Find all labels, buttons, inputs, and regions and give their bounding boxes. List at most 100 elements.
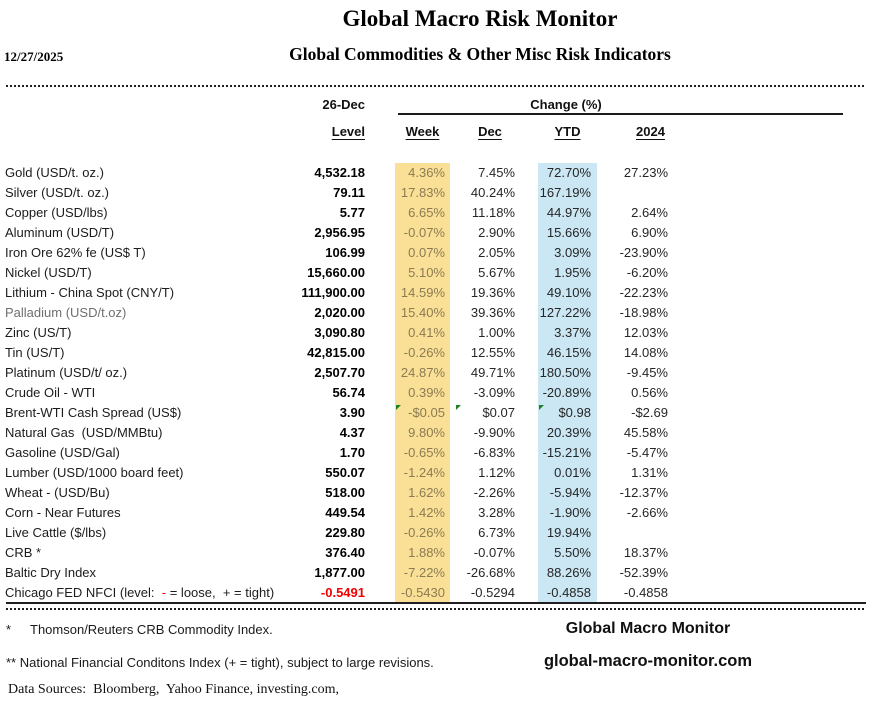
footnote-crb-text: Thomson/Reuters CRB Commodity Index. bbox=[30, 622, 273, 637]
report-title: Global Macro Risk Monitor bbox=[342, 6, 618, 31]
column-group-level-date: 26-Dec bbox=[322, 97, 365, 112]
year-2024-change bbox=[600, 183, 673, 203]
level-value: 1,877.00 bbox=[314, 565, 365, 580]
week-change: 0.39% bbox=[395, 383, 450, 403]
week-change: -0.26% bbox=[395, 523, 450, 543]
table-row: Natural Gas (USD/MMBtu) 4.37 9.80% -9.90% 20… bbox=[0, 423, 872, 443]
ytd-change: 19.94% bbox=[538, 523, 597, 543]
report-subtitle: Global Commodities & Other Misc Risk Ind… bbox=[289, 44, 671, 64]
week-change: 0.07% bbox=[395, 243, 450, 263]
ytd-change: -15.21% bbox=[538, 443, 597, 463]
dec-change: 49.71% bbox=[470, 365, 515, 380]
level-value: 1.70 bbox=[339, 445, 365, 460]
week-change: -0.07% bbox=[395, 223, 450, 243]
row-label: Palladium (USD/t.oz) bbox=[5, 305, 127, 320]
level-value: 42,815.00 bbox=[307, 345, 365, 360]
row-label-part: Chicago FED NFCI (level: bbox=[5, 585, 162, 600]
year-2024-change: 1.31% bbox=[631, 465, 668, 480]
row-label: Nickel (USD/T) bbox=[5, 265, 92, 280]
row-label: CRB * bbox=[5, 545, 42, 560]
week-change: 9.80% bbox=[395, 423, 450, 443]
dec-change: 11.18% bbox=[471, 205, 515, 220]
week-change: 15.40% bbox=[395, 303, 450, 323]
level-value: 111,900.00 bbox=[301, 285, 365, 300]
row-label: Aluminum (USD/T) bbox=[5, 225, 115, 240]
year-2024-change bbox=[600, 523, 673, 543]
cell-corner-flag-icon bbox=[396, 405, 401, 410]
table-row: Tin (US/T) 42,815.00 -0.26% 12.55% 46.15% 14.… bbox=[0, 343, 872, 363]
table-row: Gasoline (USD/Gal) 1.70 -0.65% -6.83% -15.21… bbox=[0, 443, 872, 463]
level-value: 4,532.18 bbox=[314, 165, 365, 180]
week-change: 14.59% bbox=[395, 283, 450, 303]
table-row: Live Cattle ($/lbs) 229.80 -0.26% 6.73% 19.9… bbox=[0, 523, 872, 543]
column-header-dec: Dec bbox=[478, 124, 502, 139]
dec-change: -9.90% bbox=[473, 425, 515, 440]
week-change: 17.83% bbox=[395, 183, 450, 203]
level-value: -0.5491 bbox=[320, 585, 365, 600]
week-change: -0.5430 bbox=[395, 583, 450, 603]
week-change: 1.88% bbox=[395, 543, 450, 563]
week-change: -1.24% bbox=[395, 463, 450, 483]
year-2024-change: -23.90% bbox=[619, 245, 668, 260]
ytd-change: 3.37% bbox=[538, 323, 597, 343]
bottom-divider-solid bbox=[6, 602, 866, 604]
level-value: 5.77 bbox=[339, 205, 365, 220]
ytd-change: $0.98 bbox=[538, 403, 597, 423]
row-label: Silver (USD/t. oz.) bbox=[5, 185, 110, 200]
row-label: Iron Ore 62% fe (US$ T) bbox=[5, 245, 146, 260]
year-2024-change: -12.37% bbox=[619, 485, 668, 500]
cell-corner-flag-icon bbox=[539, 405, 544, 410]
year-2024-change: 45.58% bbox=[623, 425, 668, 440]
year-2024-change: -0.4858 bbox=[623, 585, 668, 600]
row-label: Copper (USD/lbs) bbox=[5, 205, 108, 220]
level-value: 3,090.80 bbox=[314, 325, 365, 340]
ytd-change: -1.90% bbox=[538, 503, 597, 523]
row-label: Gasoline (USD/Gal) bbox=[5, 445, 120, 460]
table-row: Lumber (USD/1000 board feet) 550.07 -1.24%… bbox=[0, 463, 872, 483]
row-label: Natural Gas (USD/MMBtu) bbox=[5, 425, 163, 440]
ytd-change: 49.10% bbox=[538, 283, 597, 303]
ytd-change: 180.50% bbox=[538, 363, 597, 383]
website-url: global-macro-monitor.com bbox=[543, 652, 753, 670]
dec-change: 5.67% bbox=[478, 265, 515, 280]
table-row: Silver (USD/t. oz.) 79.11 17.83% 40.24% 167.… bbox=[0, 183, 872, 203]
week-change: 1.42% bbox=[395, 503, 450, 523]
footnote-crb-marker: * bbox=[6, 622, 12, 637]
year-2024-change: 18.37% bbox=[623, 545, 668, 560]
row-label: Wheat - (USD/Bu) bbox=[5, 485, 110, 500]
table-row: Copper (USD/lbs) 5.77 6.65% 11.18% 44.97% 2.6… bbox=[0, 203, 872, 223]
ytd-change: 3.09% bbox=[538, 243, 597, 263]
year-2024-change: -18.98% bbox=[619, 305, 668, 320]
ytd-change: 127.22% bbox=[538, 303, 597, 323]
dec-change: 12.55% bbox=[470, 345, 515, 360]
change-group-underline bbox=[398, 113, 843, 115]
year-2024-change: -2.66% bbox=[626, 505, 668, 520]
level-value: 2,507.70 bbox=[314, 365, 365, 380]
table-row: Zinc (US/T) 3,090.80 0.41% 1.00% 3.37% 12.03% bbox=[0, 323, 872, 343]
bottom-divider-dashed bbox=[6, 608, 866, 610]
week-change: 0.41% bbox=[395, 323, 450, 343]
dec-change: 39.36% bbox=[470, 305, 515, 320]
row-label: Lithium - China Spot (CNY/T) bbox=[5, 285, 175, 300]
row-label: Crude Oil - WTI bbox=[5, 385, 96, 400]
table-row: Wheat - (USD/Bu) 518.00 1.62% -2.26% -5.94% -… bbox=[0, 483, 872, 503]
row-label: Live Cattle ($/lbs) bbox=[5, 525, 107, 540]
level-value: 15,660.00 bbox=[307, 265, 365, 280]
dec-change: -3.09% bbox=[473, 385, 515, 400]
footnote-crb: * Thomson/Reuters CRB Commodity Index. bbox=[6, 622, 273, 637]
dec-change: 1.00% bbox=[478, 325, 515, 340]
week-change: -7.22% bbox=[395, 563, 450, 583]
column-header-level: Level bbox=[331, 124, 365, 139]
year-2024-change: 0.56% bbox=[631, 385, 668, 400]
column-group-change: Change (%) bbox=[530, 97, 602, 112]
table-row: Baltic Dry Index 1,877.00 -7.22% -26.68% 88.… bbox=[0, 563, 872, 583]
row-label: Platinum (USD/t/ oz.) bbox=[5, 365, 128, 380]
level-value: 2,020.00 bbox=[314, 305, 365, 320]
column-header-ytd: YTD bbox=[554, 124, 581, 139]
ytd-change: 15.66% bbox=[538, 223, 597, 243]
ytd-change: -5.94% bbox=[538, 483, 597, 503]
dec-change: -2.26% bbox=[473, 485, 515, 500]
week-change: 6.65% bbox=[395, 203, 450, 223]
report-date: 12/27/2025 bbox=[4, 49, 64, 64]
